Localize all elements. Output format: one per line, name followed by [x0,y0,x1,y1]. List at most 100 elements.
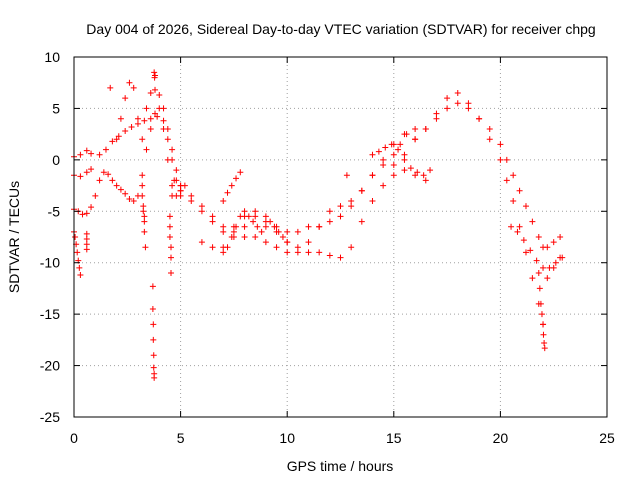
data-point [275,228,282,235]
data-point [237,213,244,220]
data-point [529,218,536,225]
x-tick-label: 5 [177,430,185,446]
data-point [209,218,216,225]
data-point [156,92,163,99]
data-point [168,270,175,276]
data-point [510,198,517,204]
data-point [228,182,235,189]
data-point [83,246,90,253]
data-point [316,249,323,256]
data-point [150,364,157,371]
data-point [316,223,323,230]
x-tick-label: 25 [599,430,615,446]
data-point [412,172,419,179]
data-point [262,213,269,220]
data-point [122,95,129,102]
data-point [139,192,146,199]
data-point [527,247,534,254]
data-point [241,208,248,215]
data-point [422,177,429,184]
series-spike-e [166,213,175,276]
data-point [173,167,180,174]
data-point [198,203,205,210]
series-spike-b [83,230,90,253]
data-point [151,69,158,76]
data-point [538,311,545,318]
data-point [540,264,547,271]
data-point [241,223,248,230]
series-spike-a [71,228,84,279]
series-spike-f [535,270,548,352]
series-track-g [169,131,410,235]
series-spike-c [139,182,149,251]
data-point [171,177,178,184]
data-point [198,239,205,246]
data-point [294,249,301,256]
data-point [397,141,404,148]
data-point [343,172,350,179]
series-track-e [113,79,146,143]
data-point [168,254,175,261]
data-point [380,162,387,168]
data-point [143,105,150,112]
data-point [177,192,184,199]
data-point [407,165,414,172]
data-point [166,213,173,220]
data-point [220,223,227,230]
data-point [166,223,173,230]
data-point [130,198,137,204]
data-point [139,172,146,179]
data-point [546,264,553,271]
data-point [151,374,158,381]
data-point [262,239,269,246]
series-track-h [177,167,429,261]
data-point [476,115,483,122]
data-point [427,167,434,174]
data-point [412,126,419,132]
data-point [348,203,355,210]
data-point [83,241,90,248]
data-point [134,115,141,122]
data-point [83,147,90,154]
data-point [284,228,291,235]
data-point [141,218,148,225]
x-tick-label: 10 [279,430,295,446]
data-point [273,244,280,251]
data-point [401,156,408,163]
y-tick-label: -15 [40,306,60,322]
data-point [83,210,90,217]
data-point [503,156,510,163]
data-point [188,192,195,199]
data-point [152,110,159,117]
data-point [150,336,157,343]
data-point [220,249,227,256]
series-track-c [71,105,188,218]
data-point [522,203,529,210]
data-point [107,84,114,91]
data-point [271,223,278,230]
data-point [160,117,167,124]
data-point [444,95,451,102]
data-point [126,79,133,86]
data-point [150,321,157,328]
data-point [169,146,176,153]
y-tick-label: -10 [40,255,60,271]
data-point [326,252,333,259]
data-point [92,192,99,199]
data-point [433,115,440,122]
data-point [294,228,301,235]
data-point [516,187,523,194]
data-point [544,244,551,251]
data-point [209,213,216,220]
data-point [237,169,244,176]
data-point [552,259,559,266]
x-tick-label: 15 [386,430,402,446]
data-point [267,218,274,225]
data-point [209,244,216,251]
data-point [220,198,227,204]
data-point [536,285,543,292]
data-point [122,190,129,197]
data-point [224,189,231,196]
data-point [109,138,116,145]
